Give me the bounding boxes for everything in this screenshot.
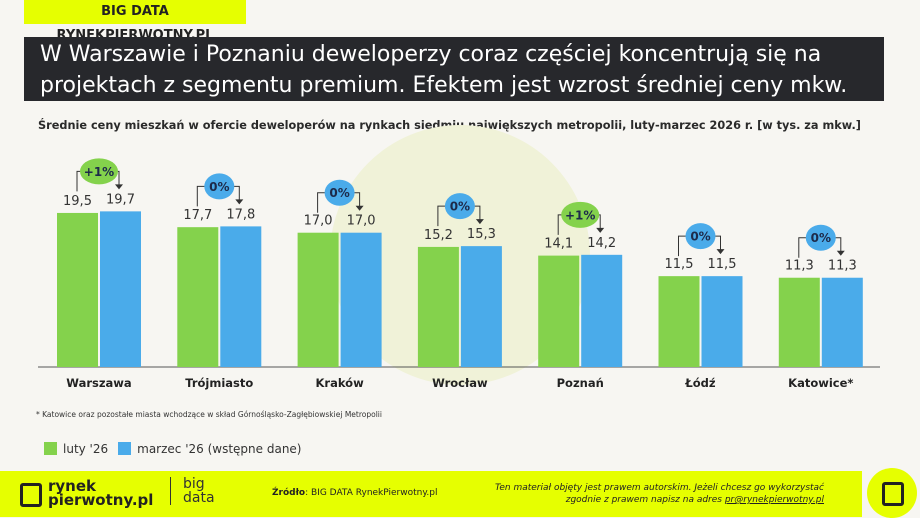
change-badge: [685, 223, 716, 250]
change-badge: [805, 224, 836, 251]
bar-marzec: [340, 232, 382, 367]
data-label: 11,3: [785, 259, 814, 274]
change-label: +1%: [84, 165, 114, 179]
bar-luty: [177, 227, 219, 367]
bar-luty: [538, 255, 580, 367]
data-label: 19,7: [106, 192, 135, 207]
bar-marzec: [701, 276, 743, 367]
title-line-1: W Warszawie i Poznaniu deweloperzy coraz…: [40, 42, 822, 67]
logo-icon: [882, 482, 904, 506]
arrow-down-icon: [355, 205, 364, 211]
change-label: 0%: [811, 231, 831, 245]
arrow-down-icon: [596, 227, 605, 233]
logo-badge: [867, 468, 917, 518]
category-label: Poznań: [557, 376, 604, 390]
bar-luty: [297, 232, 339, 367]
legend-label: luty '26: [63, 442, 109, 456]
footer: rynek pierwotny.pl big data Źródło: BIG DA…: [0, 471, 862, 517]
change-badge: [561, 201, 600, 228]
data-label: 19,5: [63, 194, 92, 209]
bar-marzec: [100, 211, 141, 367]
arrow-down-icon: [836, 250, 845, 256]
email-link[interactable]: pr@rynekpierwotny.pl: [724, 495, 824, 505]
copyright-note: Ten materiał objęty jest prawem autorski…: [494, 483, 824, 505]
logo-icon: [20, 483, 42, 507]
data-label: 15,3: [467, 227, 496, 242]
change-badge: [324, 179, 355, 206]
change-label: +1%: [565, 208, 595, 222]
category-label: Wrocław: [432, 376, 488, 390]
bar-marzec: [220, 226, 262, 367]
arrow-down-icon: [115, 184, 123, 190]
change-badge: [80, 158, 118, 185]
change-label: 0%: [450, 200, 470, 214]
category-label: Katowice*: [788, 376, 853, 390]
data-label: 14,1: [544, 237, 573, 252]
category-label: Trójmiasto: [185, 376, 253, 390]
data-label: 11,5: [708, 257, 737, 272]
data-label: 17,0: [347, 214, 376, 229]
bar-luty: [417, 246, 459, 367]
title-line-2: projektach z segmentu premium. Efektem j…: [40, 73, 848, 98]
category-label: Warszawa: [66, 376, 131, 390]
data-label: 14,2: [587, 236, 616, 251]
bar-luty: [778, 277, 820, 367]
legend: luty '26 marzec '26 (wstępne dane): [44, 442, 302, 456]
legend-label: marzec '26 (wstępne dane): [137, 442, 302, 456]
change-badge: [204, 173, 235, 200]
bar-luty: [658, 276, 700, 367]
bar-chart: 19,5 19,7 +1% Warszawa 17,7 17,8 0% Trójmiasto 1…: [38, 125, 880, 390]
legend-item-marzec: marzec '26 (wstępne dane): [118, 442, 302, 456]
bar-marzec: [581, 254, 623, 367]
data-label: 11,5: [665, 257, 694, 272]
arrow-down-icon: [475, 219, 484, 225]
data-label: 15,2: [424, 228, 453, 243]
change-badge: [444, 193, 475, 220]
arrow-down-icon: [235, 199, 244, 205]
data-label: 17,7: [183, 208, 212, 223]
footnote: * Katowice oraz pozostałe miasta wchodzą…: [36, 410, 382, 419]
change-label: 0%: [209, 180, 229, 194]
category-label: Łódź: [684, 376, 716, 390]
change-label: 0%: [329, 186, 349, 200]
bar-marzec: [821, 277, 863, 367]
page-title: W Warszawie i Poznaniu deweloperzy coraz…: [24, 37, 884, 101]
data-label: 17,0: [304, 214, 333, 229]
big-data-logo: big data: [170, 477, 215, 505]
legend-item-luty: luty '26: [44, 442, 108, 456]
change-label: 0%: [690, 230, 710, 244]
bar-marzec: [460, 246, 502, 367]
background-watermark: [330, 125, 590, 385]
category-label: Kraków: [315, 376, 364, 390]
arrow-down-icon: [716, 249, 725, 255]
data-label: 17,8: [226, 207, 255, 222]
bar-luty: [57, 212, 98, 367]
source: Źródło: BIG DATA RynekPierwotny.pl: [272, 488, 438, 498]
data-label: 11,3: [828, 259, 857, 274]
